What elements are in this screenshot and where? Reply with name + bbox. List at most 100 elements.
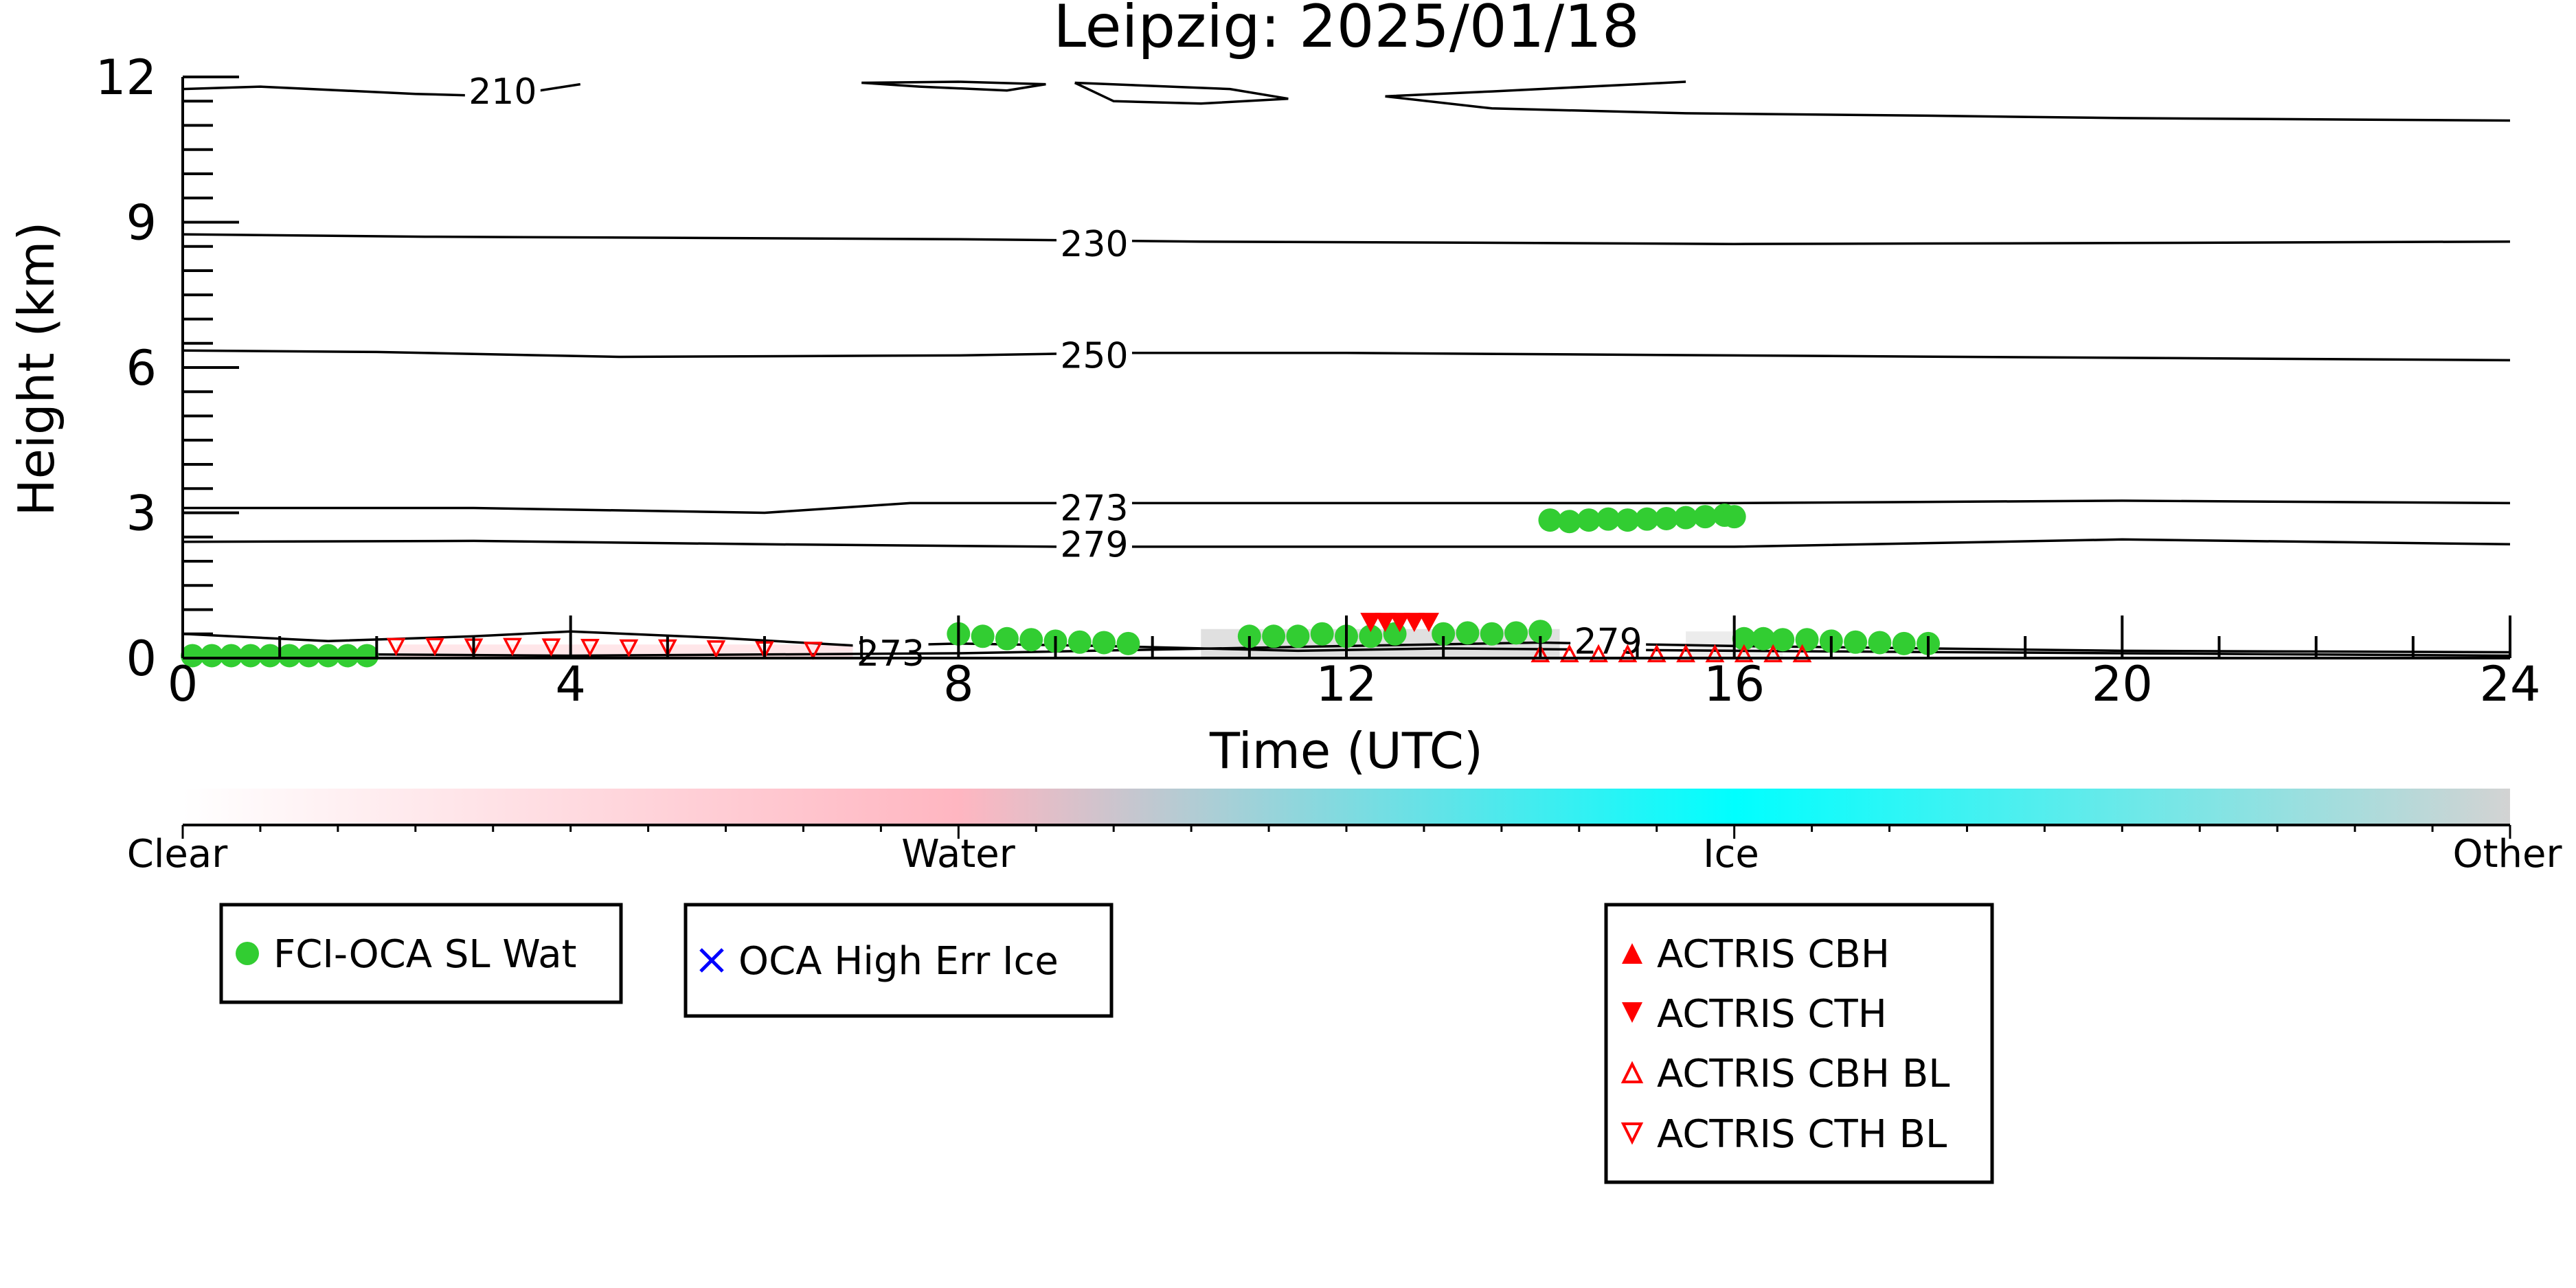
marker-point <box>1504 621 1528 645</box>
marker-point <box>1732 626 1756 651</box>
marker-point <box>1589 644 1608 663</box>
marker-point <box>1577 508 1601 532</box>
marker-point <box>1116 631 1140 655</box>
marker-point <box>1456 621 1480 645</box>
y-axis-label: Height (km) <box>8 222 65 517</box>
marker-point <box>1693 505 1717 529</box>
legend-box-3: ACTRIS CBH ACTRIS CTH ACTRIS CBH BL ACTR… <box>1604 903 1994 1184</box>
marker-point <box>1676 644 1695 663</box>
legend-label: FCI-OCA SL Wat <box>273 932 577 977</box>
marker-point <box>1792 644 1812 663</box>
colorbar-ticks <box>181 825 2511 839</box>
contour-line-210 <box>861 80 1046 92</box>
marker-point <box>1432 622 1456 646</box>
marker-point <box>1771 628 1795 652</box>
contour-label: 273 <box>1060 488 1128 529</box>
contour-line-230 <box>182 233 2511 245</box>
colorbar-label-clear: Clear <box>127 832 228 877</box>
colorbar-label-ice: Ice <box>1703 832 1759 877</box>
legend-label: ACTRIS CTH BL <box>1657 1112 1947 1157</box>
axes: 0 4 8 12 16 20 24 0 3 6 9 12 <box>95 49 2541 712</box>
legend-frame <box>683 903 1114 1018</box>
marker-point <box>1734 644 1754 663</box>
marker-point <box>1389 613 1410 633</box>
marker-point <box>355 644 379 668</box>
marker-point <box>1557 510 1581 534</box>
contour-line-210 <box>1385 95 2511 122</box>
marker-point <box>1019 628 1043 652</box>
legend-label: ACTRIS CBH BL <box>1657 1052 1950 1096</box>
x-tick-label: 8 <box>943 656 974 712</box>
contour-label-bg <box>1056 336 1132 375</box>
contour-line-210 <box>1074 81 1289 105</box>
y-tick-label: 9 <box>126 195 157 251</box>
colorbar-gradient <box>183 789 2510 825</box>
marker-point <box>503 637 522 657</box>
marker-point <box>386 637 406 657</box>
marker-point <box>316 644 340 668</box>
contour-label-bg <box>464 72 541 111</box>
marker-point <box>1752 626 1776 651</box>
marker-point <box>1705 644 1725 663</box>
marker-point <box>200 644 224 668</box>
marker-point <box>238 644 262 668</box>
marker-point <box>1892 631 1916 655</box>
contour-label: 250 <box>1060 335 1128 376</box>
legend-marker-triangle-down-open <box>1620 1122 1644 1145</box>
y-tick-label: 3 <box>126 486 157 542</box>
marker-point <box>1067 630 1092 654</box>
marker-point <box>1360 613 1381 633</box>
x-tick-label: 4 <box>555 656 586 712</box>
marker-point <box>258 644 282 668</box>
contour-line-273 <box>183 499 2511 515</box>
legend-marker-x <box>699 948 724 973</box>
marker-point <box>1480 622 1504 646</box>
marker-point <box>219 644 243 668</box>
x-tick-label: 20 <box>2092 656 2153 712</box>
contour-label: 230 <box>1060 224 1128 265</box>
marker-point <box>335 644 359 668</box>
marker-point <box>1403 613 1425 633</box>
contour-line-210 <box>1385 80 1686 98</box>
marker-point <box>1092 631 1116 655</box>
contour-label-bg <box>1570 622 1647 661</box>
marker-point <box>1635 507 1659 531</box>
marker-point <box>1654 506 1678 530</box>
marker-point <box>425 637 444 657</box>
marker-point <box>1530 644 1550 663</box>
marker-point <box>995 626 1019 651</box>
marker-point <box>1559 644 1579 663</box>
legend-label: ACTRIS CTH <box>1657 992 1887 1037</box>
legend-label: ACTRIS CBH <box>1657 932 1890 977</box>
marker-point <box>1868 631 1892 655</box>
legend-marker-triangle-up-open <box>1620 1061 1644 1083</box>
marker-point <box>1359 624 1383 648</box>
marker-point <box>181 644 205 668</box>
marker-point <box>1616 508 1640 532</box>
y-tick-label: 12 <box>95 49 157 106</box>
marker-point <box>541 638 561 657</box>
colorbar-label-water: Water <box>901 832 1016 877</box>
phase-colorbar: Clear Water Ice Other <box>127 789 2562 877</box>
legend-frame <box>219 903 623 1004</box>
marker-point <box>1674 506 1698 530</box>
y-tick-label: 6 <box>126 340 157 396</box>
contour-line-279 <box>182 538 2511 548</box>
legend-box-2: OCA High Err Ice <box>683 903 1114 1018</box>
marker-point <box>1310 622 1334 646</box>
marker-point <box>1538 508 1562 532</box>
marker-point <box>1722 505 1746 529</box>
contour-label-bg <box>1056 488 1132 528</box>
x-tick-label: 0 <box>168 656 199 712</box>
contour-label-bg <box>1056 225 1132 264</box>
legend-frame <box>1604 903 1994 1184</box>
contour-label-bg <box>1056 525 1132 564</box>
legend-box-1: FCI-OCA SL Wat <box>219 903 623 1004</box>
marker-point <box>1795 628 1819 652</box>
marker-point <box>706 640 726 659</box>
marker-point <box>297 644 321 668</box>
marker-point <box>1418 613 1439 633</box>
marker-point <box>1375 613 1396 633</box>
